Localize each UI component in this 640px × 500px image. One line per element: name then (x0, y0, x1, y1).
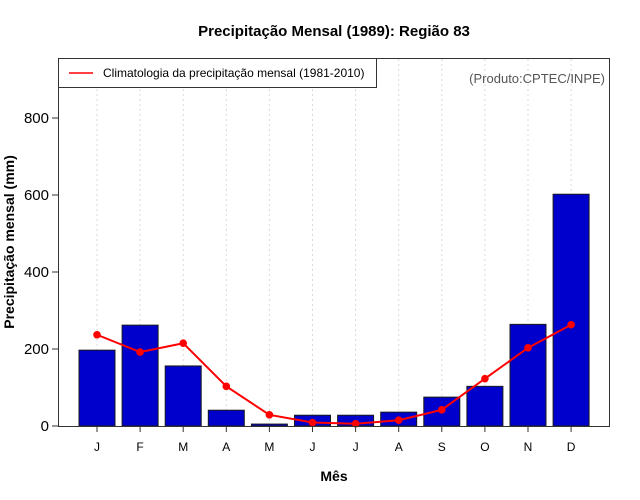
climatology-line (93, 320, 575, 428)
climatology-point (179, 339, 187, 348)
climatology-point (567, 320, 575, 329)
x-tick-label: F (136, 440, 143, 454)
y-axis: 0 200 400 600 800 (24, 110, 59, 435)
chart-title: Precipitação Mensal (1989): Região 83 (198, 23, 470, 40)
y-axis-label: Precipitação mensal (mm) (1, 155, 17, 329)
bar (121, 324, 159, 427)
climatology-polyline (96, 323, 572, 425)
bar (164, 365, 202, 427)
x-tick-label: J (310, 440, 316, 454)
y-tick-label: 0 (41, 418, 49, 435)
legend: Climatologia da precipitação mensal (198… (58, 58, 377, 88)
x-tick-label: J (353, 440, 359, 454)
x-tick-label: O (480, 440, 489, 454)
bar (466, 385, 504, 427)
x-axis-label: Mês (320, 468, 347, 484)
legend-box (58, 58, 377, 88)
climatology-point (136, 348, 144, 356)
x-tick-label: S (438, 440, 446, 454)
y-tick-label: 600 (24, 187, 49, 204)
climatology-point (265, 411, 274, 419)
y-tick-label: 800 (24, 110, 49, 127)
legend-entry: Climatologia da precipitação mensal (198… (103, 66, 364, 80)
climatology-point (222, 382, 231, 391)
x-tick-label: A (222, 440, 230, 454)
climatology-point (524, 344, 532, 352)
x-tick-label: J (94, 440, 100, 454)
x-tick-label: N (524, 440, 533, 454)
climatology-point (351, 419, 360, 428)
y-tick-label: 200 (24, 341, 49, 358)
climatology-point (481, 374, 489, 383)
bar (250, 423, 288, 427)
bar (552, 193, 590, 427)
y-tick-label: 400 (24, 264, 49, 281)
x-tick-label: D (567, 440, 576, 454)
bar (509, 323, 547, 427)
x-tick-label: M (264, 440, 274, 454)
x-tick-label: M (178, 440, 188, 454)
bar (207, 409, 245, 427)
bars (78, 193, 590, 427)
x-tick-label: A (395, 440, 403, 454)
climatology-point (394, 416, 403, 425)
climatology-point (438, 406, 446, 414)
bar (78, 349, 116, 427)
climatology-point (93, 330, 101, 339)
credit-annotation: (Produto:CPTEC/INPE) (469, 71, 605, 86)
climatology-point (308, 418, 317, 427)
